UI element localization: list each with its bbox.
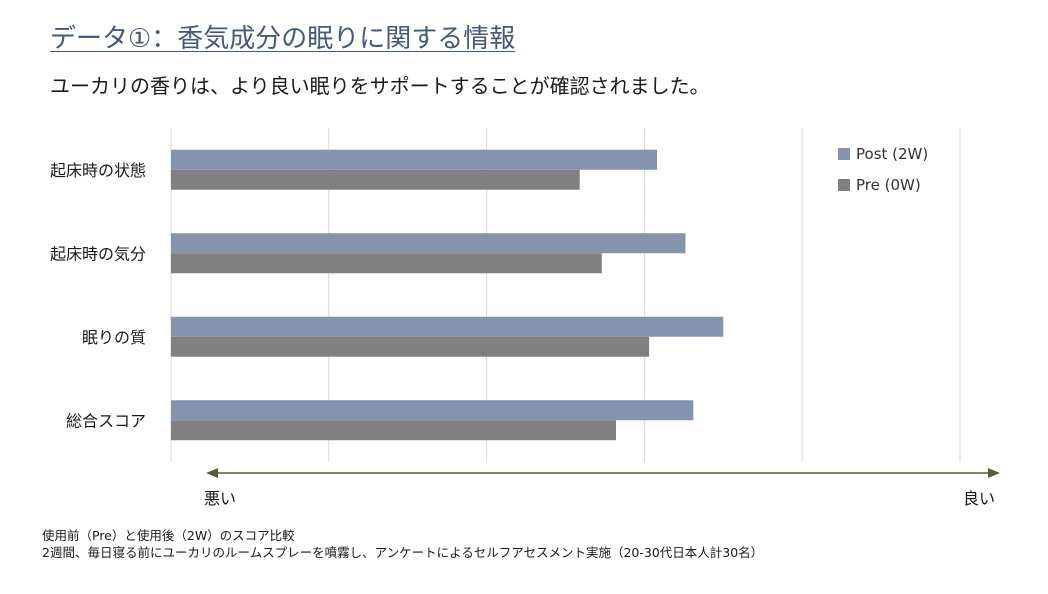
category-label-2: 眠りの質 xyxy=(82,328,146,347)
page-title: データ①：香気成分の眠りに関する情報 xyxy=(50,24,516,54)
quality-axis-arrow: 悪い 良い xyxy=(204,468,1000,508)
bar-pre-0 xyxy=(171,169,580,190)
chart-legend: Post (2W) Pre (0W) xyxy=(838,145,928,194)
footnote-line-2: 2週間、毎日寝る前にユーカリのルームスプレーを噴霧し、アンケートによるセルフアセ… xyxy=(42,545,764,560)
legend-label-pre: Pre (0W) xyxy=(856,176,921,194)
bar-pre-3 xyxy=(171,420,616,441)
category-label-0: 起床時の状態 xyxy=(50,161,146,180)
chart-bars xyxy=(171,149,724,441)
bar-post-0 xyxy=(171,149,658,170)
bar-post-2 xyxy=(171,316,724,337)
bar-post-1 xyxy=(171,233,686,254)
bar-pre-2 xyxy=(171,336,650,357)
bar-post-3 xyxy=(171,400,694,421)
legend-swatch-pre xyxy=(838,179,850,191)
page-subtitle: ユーカリの香りは、より良い眠りをサポートすることが確認されました。 xyxy=(50,74,710,98)
arrow-right-head xyxy=(988,468,1000,478)
footnote-line-1: 使用前（Pre）と使用後（2W）のスコア比較 xyxy=(42,528,295,543)
arrow-label-bad: 悪い xyxy=(204,489,236,508)
footnote: 使用前（Pre）と使用後（2W）のスコア比較 2週間、毎日寝る前にユーカリのルー… xyxy=(42,527,763,561)
category-label-1: 起床時の気分 xyxy=(50,244,146,263)
arrow-label-good: 良い xyxy=(963,489,995,508)
legend-label-post: Post (2W) xyxy=(856,145,928,163)
arrow-left-head xyxy=(206,468,218,478)
category-label-3: 総合スコア xyxy=(66,411,146,430)
legend-swatch-post xyxy=(838,148,850,160)
bar-pre-1 xyxy=(171,253,602,274)
